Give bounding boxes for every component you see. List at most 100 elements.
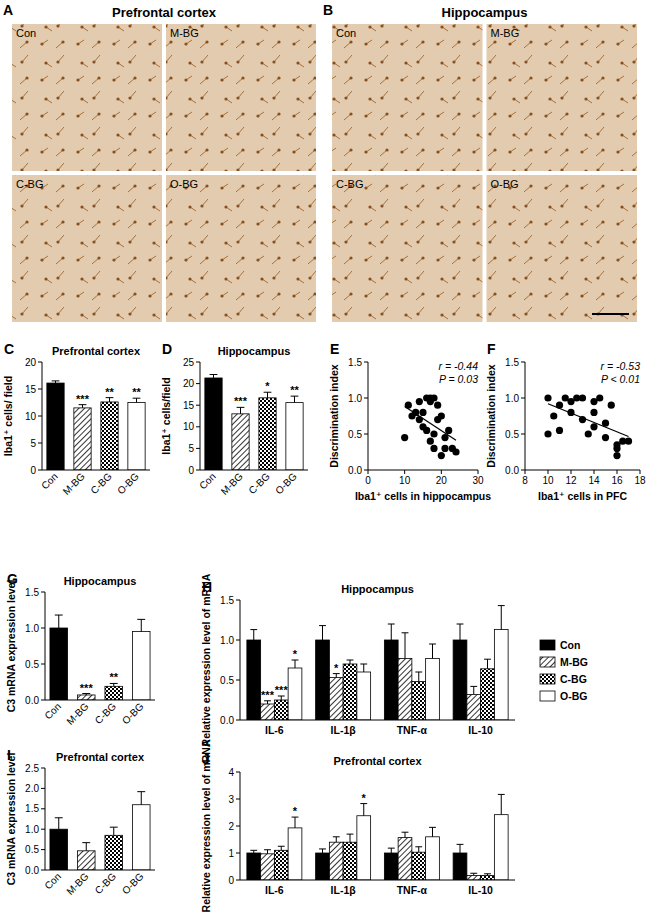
error-bar bbox=[501, 606, 502, 630]
error-cap bbox=[347, 834, 354, 835]
bar-chart: GHippocampusCon***M-BG**C-BGO-BG0.00.51.… bbox=[5, 571, 155, 727]
point bbox=[613, 452, 620, 459]
y-axis-line bbox=[240, 600, 241, 720]
y-tick-label: 1.0 bbox=[25, 824, 39, 835]
chart-title: Prefrontal cortex bbox=[333, 755, 422, 767]
error-cap bbox=[110, 827, 118, 828]
error-bar bbox=[295, 817, 296, 828]
error-cap bbox=[457, 624, 464, 625]
y-tick bbox=[38, 470, 42, 471]
bar bbox=[316, 853, 330, 880]
plot-area bbox=[205, 375, 303, 470]
significance: ** bbox=[105, 386, 114, 398]
y-tick bbox=[521, 470, 525, 471]
y-tick-label: 10 bbox=[25, 411, 37, 422]
y-tick bbox=[196, 405, 200, 406]
y-tick bbox=[521, 398, 525, 399]
plot-area bbox=[47, 381, 145, 470]
y-tick-label: 0.5 bbox=[25, 844, 39, 855]
point bbox=[441, 445, 448, 452]
bar bbox=[398, 658, 412, 720]
error-bar bbox=[432, 827, 433, 836]
error-bar bbox=[113, 827, 114, 835]
group-label: Con bbox=[336, 27, 356, 39]
x-tick bbox=[478, 470, 479, 474]
point bbox=[401, 434, 408, 441]
bar bbox=[274, 850, 288, 880]
y-tick-label: 0 bbox=[30, 465, 36, 476]
chart-title: Hippocampus bbox=[341, 583, 414, 595]
bar bbox=[481, 875, 495, 880]
y-axis-label: Iba1⁺ cells/field bbox=[160, 377, 172, 454]
error-bar bbox=[294, 396, 295, 402]
y-tick bbox=[521, 362, 525, 363]
error-cap bbox=[250, 850, 257, 851]
legend-label: O-BG bbox=[560, 690, 587, 702]
point bbox=[438, 412, 445, 419]
error-cap bbox=[484, 873, 491, 874]
error-cap bbox=[457, 844, 464, 845]
point bbox=[608, 402, 615, 409]
bar bbox=[77, 695, 95, 700]
bar bbox=[426, 837, 440, 880]
point bbox=[544, 394, 551, 401]
point bbox=[430, 430, 437, 437]
bar-chart: CPrefrontal cortexCon***M-BG**C-BG**O-BG… bbox=[2, 341, 150, 497]
group-label: Con bbox=[16, 27, 36, 39]
y-tick bbox=[41, 700, 45, 701]
error-bar bbox=[460, 844, 461, 853]
x-axis-line bbox=[525, 470, 640, 471]
legend-swatch bbox=[540, 674, 555, 684]
x-tick bbox=[404, 470, 405, 474]
bar bbox=[74, 408, 91, 470]
bar bbox=[247, 853, 261, 880]
significance: * bbox=[362, 792, 367, 804]
micrograph-panel: APrefrontal cortexConM-BGC-BGO-BG bbox=[3, 2, 316, 322]
grouped-bar-chart: JPrefrontal cortex**IL-6IL-1βTNF-αIL-100… bbox=[200, 739, 515, 912]
significance: * bbox=[293, 648, 298, 660]
y-tick-label: 5 bbox=[30, 438, 36, 449]
bar bbox=[288, 668, 302, 720]
bar bbox=[77, 851, 95, 870]
y-tick bbox=[38, 416, 42, 417]
y-tick bbox=[236, 600, 240, 601]
y-tick-label: 1.0 bbox=[348, 393, 362, 404]
error-cap bbox=[137, 619, 145, 620]
x-tick-label: O-BG bbox=[120, 870, 146, 896]
y-axis-label: Relative expression level of mRNA bbox=[200, 739, 212, 912]
micrograph-panel: BHippocampusConM-BGC-BGO-BG bbox=[323, 2, 637, 322]
bar bbox=[47, 383, 64, 470]
y-tick-label: 1.5 bbox=[25, 587, 39, 598]
error-bar bbox=[350, 660, 351, 664]
point bbox=[445, 427, 452, 434]
y-tick bbox=[41, 788, 45, 789]
y-tick-label: 4 bbox=[228, 767, 234, 778]
scatter-chart: F81012141618Iba1⁺ cells in PFC0.00.51.01… bbox=[485, 341, 646, 502]
point bbox=[419, 409, 426, 416]
x-axis-line bbox=[240, 720, 515, 721]
y-tick bbox=[236, 720, 240, 721]
bar bbox=[247, 640, 261, 720]
error-cap bbox=[388, 624, 395, 625]
bar bbox=[481, 669, 495, 720]
x-tick-label: M-BG bbox=[61, 470, 87, 496]
legend-swatch bbox=[540, 691, 555, 701]
y-tick bbox=[236, 826, 240, 827]
y-tick-label: 20 bbox=[25, 357, 37, 368]
x-tick-label: IL-10 bbox=[468, 884, 493, 896]
x-axis-label: Iba1⁺ cells in hippocampus bbox=[355, 490, 491, 502]
x-tick-label: C-BG bbox=[246, 470, 272, 496]
y-tick bbox=[196, 426, 200, 427]
point bbox=[602, 420, 609, 427]
error-cap bbox=[319, 848, 326, 849]
error-cap bbox=[498, 794, 505, 795]
bar bbox=[50, 628, 68, 700]
x-axis-line bbox=[42, 470, 150, 471]
error-bar bbox=[281, 696, 282, 700]
point bbox=[452, 448, 459, 455]
bar-chart: IPrefrontal cortexConM-BGC-BGO-BG0.00.51… bbox=[5, 747, 155, 897]
y-tick bbox=[41, 664, 45, 665]
point bbox=[438, 452, 445, 459]
y-axis-line bbox=[45, 592, 46, 700]
error-bar bbox=[405, 832, 406, 837]
